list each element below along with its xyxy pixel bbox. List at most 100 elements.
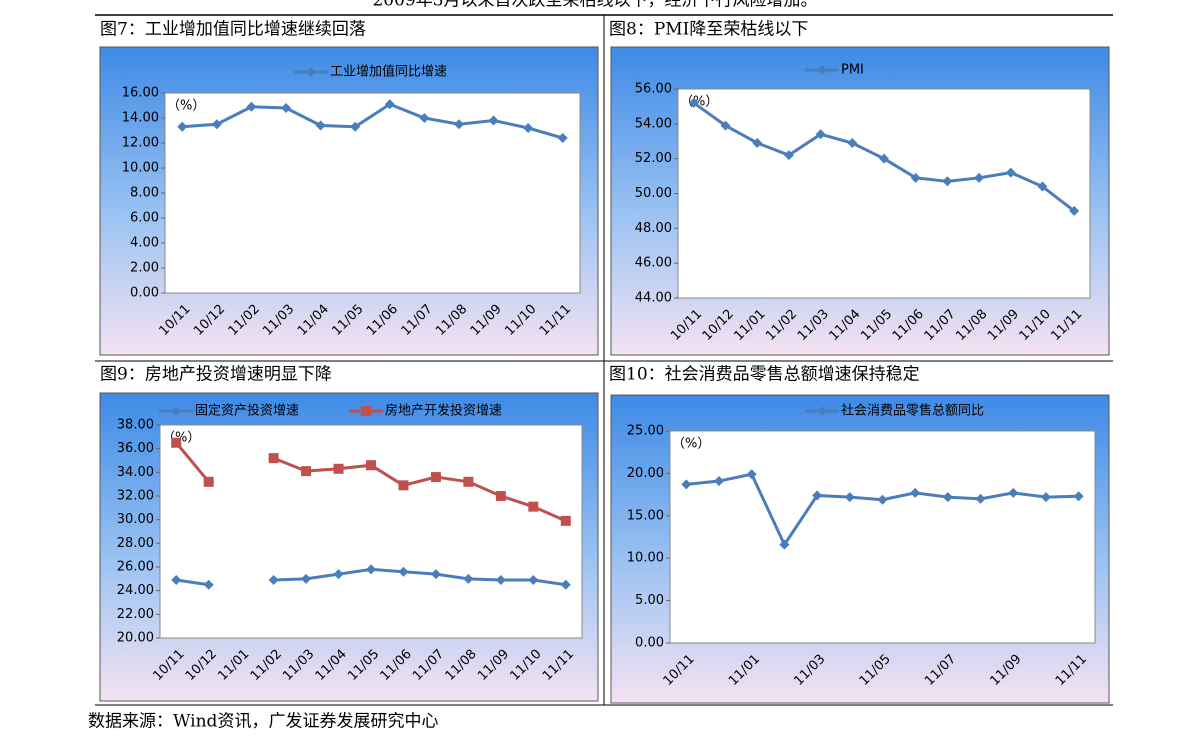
y-tick-label: 48.00 [635, 221, 672, 236]
y-tick-label: 12.00 [122, 136, 159, 151]
plot-area [164, 92, 581, 294]
y-tick-label: 4.00 [130, 236, 159, 251]
legend-label: 房地产开发投资增速 [385, 403, 502, 419]
legend-marker [171, 406, 181, 416]
point [688, 97, 699, 108]
y-tick-label: 20.00 [627, 466, 664, 481]
y-tick-label: 50.00 [635, 186, 672, 201]
legend-marker [306, 67, 316, 77]
series-line [175, 441, 210, 483]
point [910, 487, 921, 498]
point [942, 176, 953, 187]
point [752, 137, 763, 148]
point [844, 492, 855, 503]
point [560, 579, 571, 590]
legend-marker [361, 406, 371, 416]
y-tick-label: 38.00 [117, 418, 154, 433]
point [333, 463, 344, 474]
point [453, 119, 464, 130]
point [430, 569, 441, 580]
y-tick-label: 44.00 [635, 291, 672, 306]
point [301, 466, 312, 477]
point [783, 150, 794, 161]
point [975, 493, 986, 504]
annotation: （%） [680, 95, 718, 110]
y-tick-label: 32.00 [117, 489, 154, 504]
point [746, 469, 757, 480]
point [268, 575, 279, 586]
point [495, 575, 506, 586]
chart-title: 图10：社会消费品零售总额增速保持稳定 [609, 365, 920, 385]
point [177, 121, 188, 132]
y-tick-label: 30.00 [117, 512, 154, 527]
point [315, 120, 326, 131]
point [366, 460, 376, 471]
y-tick-label: 6.00 [130, 211, 159, 226]
point [366, 564, 376, 575]
y-tick-label: 20.00 [117, 631, 154, 646]
legend-marker [817, 65, 827, 75]
y-tick-label: 36.00 [117, 441, 154, 456]
point [268, 453, 279, 464]
point [1005, 167, 1016, 178]
y-tick-label: 16.00 [122, 86, 159, 101]
point [419, 113, 430, 123]
legend-label: PMI [841, 63, 864, 78]
y-tick-label: 25.00 [627, 424, 664, 439]
point [779, 539, 790, 550]
point [488, 115, 499, 126]
point [560, 515, 571, 526]
y-tick-label: 5.00 [635, 593, 664, 608]
point [910, 172, 921, 183]
source: 数据来源：Wind资讯，广发证券发展研究中心 [88, 712, 438, 732]
point [203, 476, 214, 487]
chart-title: 图7：工业增加值同比增速继续回落 [100, 20, 366, 40]
chart-title: 图8：PMI降至荣枯线以下 [609, 20, 808, 40]
chart-title: 图9：房地产投资增速明显下降 [100, 365, 332, 385]
point [714, 476, 725, 487]
point [720, 120, 731, 131]
y-tick-label: 14.00 [122, 111, 159, 126]
plot-area [159, 424, 583, 639]
point [942, 492, 953, 503]
y-tick-label: 2.00 [130, 261, 159, 276]
legend-label: 社会消费品零售总额同比 [841, 403, 984, 419]
y-tick-label: 8.00 [130, 186, 159, 201]
point [301, 573, 312, 584]
y-tick-label: 0.00 [635, 636, 664, 651]
point [1037, 181, 1048, 192]
legend-label: 固定资产投资增速 [195, 403, 299, 419]
y-tick-label: 52.00 [635, 151, 672, 166]
series-line [273, 567, 566, 587]
point [1040, 492, 1051, 503]
y-tick-label: 54.00 [635, 116, 672, 131]
point [171, 575, 182, 586]
y-tick-label: 0.00 [130, 286, 159, 301]
point [246, 101, 257, 112]
point [879, 153, 889, 164]
point [812, 490, 823, 501]
point [281, 103, 292, 113]
y-tick-label: 56.00 [635, 82, 672, 97]
point [211, 119, 222, 130]
point [877, 494, 888, 505]
y-tick-label: 34.00 [117, 465, 154, 480]
point [333, 569, 344, 580]
point [350, 121, 361, 132]
point [1069, 205, 1080, 216]
point [528, 501, 539, 512]
point [203, 579, 214, 590]
y-tick-label: 10.00 [122, 161, 159, 176]
point [398, 480, 409, 491]
legend-marker [817, 406, 827, 416]
point [495, 491, 506, 501]
y-tick-label: 24.00 [117, 583, 154, 598]
legend-label: 工业增加值同比增速 [330, 64, 447, 80]
plot-area [677, 88, 1091, 299]
plot-area [669, 430, 1096, 644]
point [384, 99, 395, 110]
y-tick-label: 28.00 [117, 536, 154, 551]
point [1008, 487, 1019, 498]
series-line [176, 578, 209, 587]
